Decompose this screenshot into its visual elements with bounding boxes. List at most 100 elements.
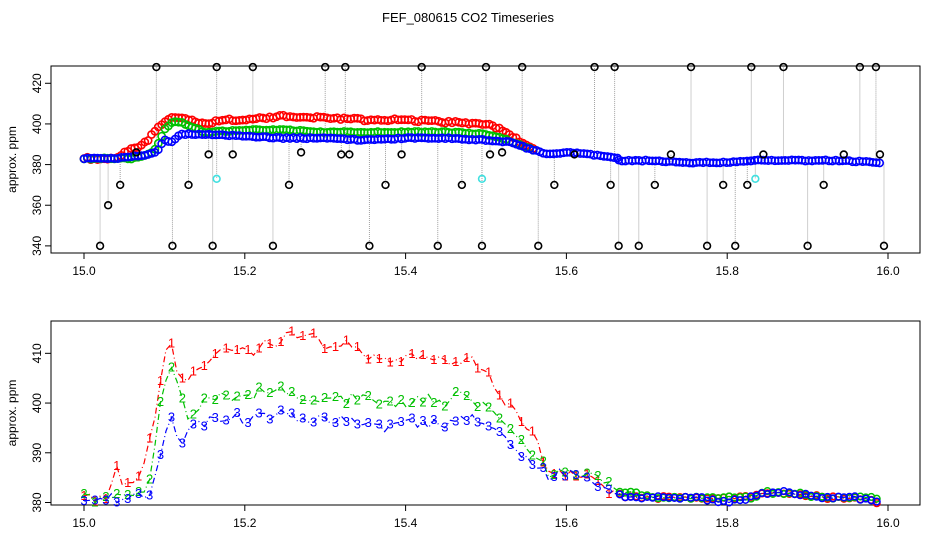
top-y-tick-label: 360 (30, 195, 44, 215)
series-3-marker: 3 (474, 414, 481, 429)
series-2-marker: 2 (387, 393, 394, 408)
bottom-panel: 15.0 15.2 15.4 15.6 15.8 16.0 380 390 400 410 appr… (5, 320, 921, 530)
series-3-point (659, 493, 668, 502)
cyan-point (212, 174, 221, 184)
bottom-y-tick-label: 390 (30, 442, 44, 462)
series-1-marker: 1 (310, 325, 317, 340)
series-2-marker: 2 (572, 467, 579, 482)
top-x-tick-label: 15.6 (555, 264, 579, 278)
series-3-point (839, 493, 848, 502)
series-3-marker: 3 (332, 415, 339, 430)
series-2-marker: 2 (91, 495, 98, 510)
series-3-point (867, 496, 876, 505)
series-2-marker: 2 (485, 399, 492, 414)
series-3-marker: 3 (496, 424, 503, 439)
series-3-marker: 3 (540, 460, 547, 475)
series-3-marker: 3 (168, 409, 175, 424)
spike-point (132, 148, 141, 157)
series-2-marker: 2 (201, 391, 208, 406)
top-x-tick-label: 15.0 (72, 264, 96, 278)
series-3-point (621, 493, 630, 502)
top-x-tick-label: 16.0 (876, 264, 900, 278)
series-2-marker: 2 (408, 395, 415, 410)
series-2-marker: 2 (288, 384, 295, 399)
series-3-point (626, 492, 635, 501)
spike-point (457, 180, 467, 190)
series-1-marker: 1 (452, 354, 459, 369)
series-3-marker: 3 (529, 457, 536, 472)
series-3-marker: 3 (310, 414, 317, 429)
series-1-marker: 1 (91, 494, 98, 509)
series-3-point (834, 492, 843, 501)
spike-point (115, 180, 125, 190)
series-3-point (875, 158, 885, 168)
series-1-marker: 1 (507, 395, 514, 410)
bottom-x-tick-label: 15.4 (394, 516, 418, 530)
series-3-marker: 3 (507, 437, 514, 452)
top-y-tick-label: 400 (30, 114, 44, 134)
series-3-marker: 3 (485, 419, 492, 434)
series-1-marker: 1 (223, 341, 230, 356)
series-3-point (823, 492, 832, 501)
series-2-point (153, 138, 163, 148)
spike-point (337, 150, 346, 159)
spike-point (485, 150, 495, 159)
series-3-marker: 3 (452, 413, 459, 428)
series-1-marker: 1 (343, 332, 350, 347)
spike-point (296, 148, 306, 157)
series-3-marker: 3 (583, 469, 590, 484)
series-3-marker: 3 (113, 495, 120, 510)
series-2-marker: 2 (321, 390, 328, 405)
spike-point (95, 241, 105, 251)
series-3-marker: 3 (266, 412, 273, 427)
series-3-point (741, 495, 750, 504)
series-3-point (654, 492, 663, 501)
spike-point (614, 241, 623, 251)
series-2-marker: 2 (179, 390, 186, 405)
series-2-marker: 2 (518, 432, 525, 447)
series-3-point (871, 158, 881, 168)
series-3-marker: 3 (594, 479, 601, 494)
series-1-marker: 1 (190, 364, 197, 379)
spike-point (212, 62, 221, 72)
series-2-marker: 2 (80, 486, 87, 501)
spike-point (534, 241, 543, 251)
spike-point (268, 241, 278, 251)
series-3-marker: 3 (354, 416, 361, 431)
spike-point (759, 150, 768, 159)
series-1-marker: 1 (212, 346, 219, 361)
series-3-marker: 3 (157, 447, 164, 462)
series-2-marker: 2 (277, 378, 284, 393)
spike-point (686, 62, 696, 72)
series-1-marker: 1 (146, 430, 153, 445)
series-3-marker: 3 (244, 415, 251, 430)
top-y-axis-label: approx. ppm (5, 126, 19, 193)
series-3-point (703, 496, 712, 505)
top-y-tick-label: 380 (30, 154, 44, 174)
series-3-point (692, 492, 701, 502)
series-3-line (83, 409, 877, 504)
series-2-marker: 2 (529, 448, 536, 463)
top-x-tick-label: 15.8 (716, 264, 740, 278)
series-1-marker: 1 (168, 336, 175, 351)
series-2-marker: 2 (212, 392, 219, 407)
series-1-marker: 1 (430, 352, 437, 367)
bottom-x-tick-label: 16.0 (876, 516, 900, 530)
spike-point (871, 62, 881, 72)
series-2-marker: 2 (441, 398, 448, 413)
series-3-point (812, 492, 821, 501)
series-3-point (637, 494, 646, 503)
spike-point (570, 150, 579, 159)
series-3-marker: 3 (299, 410, 306, 425)
bottom-y-axis-label: approx. ppm (5, 380, 19, 447)
series-3-marker: 3 (146, 487, 153, 502)
series-3-marker: 3 (463, 413, 470, 428)
series-2-point (615, 487, 624, 496)
series-1-marker: 1 (365, 351, 372, 366)
series-2-marker: 2 (419, 394, 426, 409)
series-2-marker: 2 (102, 489, 109, 504)
series-3-point (686, 493, 695, 502)
spike-point (168, 241, 177, 251)
series-1-marker: 1 (463, 350, 470, 365)
series-2-marker: 2 (452, 384, 459, 399)
